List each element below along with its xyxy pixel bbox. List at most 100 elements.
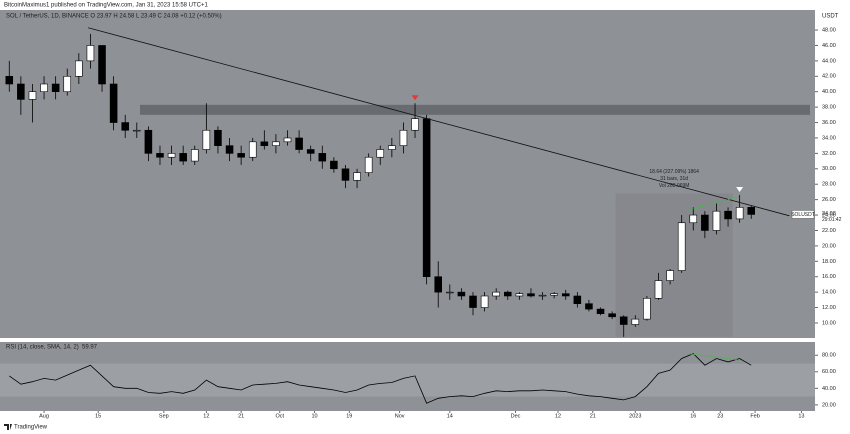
measure-label: Vol 282.069M [659, 183, 690, 189]
footer: TradingView [14, 425, 48, 431]
y-tick-label: 32.00 [822, 151, 836, 157]
price-tag [791, 210, 815, 219]
candle-body [156, 153, 164, 158]
y-tick-label: 18.00 [822, 259, 836, 265]
candle-body [608, 313, 616, 318]
candle-body [411, 118, 419, 131]
y-tick-label: 28.00 [822, 182, 836, 188]
symbol-tag: SOLUSDT [791, 212, 815, 218]
x-tick-label: 13 [798, 413, 804, 419]
y-tick-label: 60.00 [822, 369, 836, 375]
candle-body [480, 295, 489, 308]
candle-body [735, 207, 744, 220]
candle-body [515, 293, 524, 297]
candle-body [492, 291, 500, 297]
x-tick-label: Dec [511, 413, 521, 419]
candle-body [724, 210, 732, 220]
candle-body [504, 291, 512, 297]
signal-arrow [411, 95, 419, 101]
candle-body [446, 291, 454, 294]
header: BitcoinMaximus1 published on TradingView… [4, 3, 209, 9]
candle-body [422, 118, 431, 278]
candle-body [712, 210, 721, 231]
y-tick-label: 10.00 [822, 320, 836, 326]
x-tick-label: 10 [311, 413, 317, 419]
candle-body [225, 145, 234, 154]
candle-body [283, 137, 292, 143]
candle-body [573, 295, 582, 304]
y-tick-label: 26.00 [822, 197, 836, 203]
y-tick-label: 14.00 [822, 290, 836, 296]
candle-body [17, 83, 25, 100]
candle-body [260, 141, 269, 146]
candle-body [376, 149, 385, 158]
rsi-value: 59.97 [82, 345, 98, 351]
candle-body [202, 129, 211, 150]
y-tick-label: 80.00 [822, 353, 836, 359]
measure-label: 18.64 (227.09%) 1864 [649, 169, 699, 175]
candle-body [457, 291, 466, 297]
candle-body [295, 137, 303, 150]
x-tick-label: 21 [590, 413, 596, 419]
candle-body [388, 145, 396, 150]
countdown: 29:01:42 [822, 217, 842, 223]
divergence-line [687, 353, 740, 361]
y-tick-label: 22.00 [822, 228, 836, 234]
candle-body [28, 91, 37, 100]
unit-label: USDT [822, 14, 839, 20]
legend: SOL / TetherUS, 1D, BINANCE O 23.97 H 24… [6, 14, 222, 20]
candle-body [248, 141, 257, 158]
candle-body [98, 45, 106, 85]
candle-body [144, 129, 153, 154]
candle-body [747, 207, 756, 215]
candle-body [40, 83, 48, 93]
y-tick-label: 42.00 [822, 74, 836, 80]
rsi-band [0, 363, 815, 397]
y-tick-label: 40.00 [822, 386, 836, 392]
candle-body [643, 298, 651, 320]
candle-body [654, 280, 663, 299]
candle-body [133, 129, 141, 132]
x-tick-label: 19 [346, 413, 352, 419]
y-tick-label: 44.00 [822, 58, 836, 64]
candle-body [701, 214, 709, 231]
candle-body [190, 149, 199, 162]
resistance-zone [140, 104, 810, 115]
candle-body [469, 295, 477, 308]
signal-arrow [736, 187, 744, 193]
candle-body [666, 270, 674, 281]
candle-body [561, 293, 570, 297]
y-tick-label: 30.00 [822, 166, 836, 172]
candle-body [353, 172, 361, 181]
y-tick-label: 48.00 [822, 27, 836, 33]
x-tick-label: 15 [95, 413, 101, 419]
x-tick-label: Oct [275, 413, 284, 419]
candle-body [167, 153, 176, 158]
y-tick-label: 16.00 [822, 274, 836, 280]
candle-body [214, 129, 222, 146]
y-tick-label: 20.00 [822, 402, 836, 408]
x-tick-label: 2023 [629, 413, 641, 419]
y-tick-label: 40.00 [822, 89, 836, 95]
x-tick-label: 16 [690, 413, 696, 419]
candle-body [596, 308, 605, 315]
candle-body [272, 141, 280, 146]
candle-body [5, 75, 14, 85]
trendline [88, 27, 790, 217]
candle-body [330, 160, 338, 170]
candle-body [63, 75, 72, 93]
candle-body [677, 222, 686, 271]
y-tick-label: 12.00 [822, 305, 836, 311]
candle-body [585, 303, 593, 310]
candle-body [538, 294, 547, 297]
candle-body [550, 293, 558, 296]
y-tick-label: 46.00 [822, 43, 836, 49]
candle-body [121, 122, 129, 131]
candle-body [527, 293, 535, 297]
candle-body [179, 153, 187, 162]
measure-label: 31 bars, 31d [660, 176, 688, 182]
x-tick-label: Nov [395, 413, 405, 419]
candle-body [306, 149, 315, 154]
candle-body [341, 168, 350, 181]
